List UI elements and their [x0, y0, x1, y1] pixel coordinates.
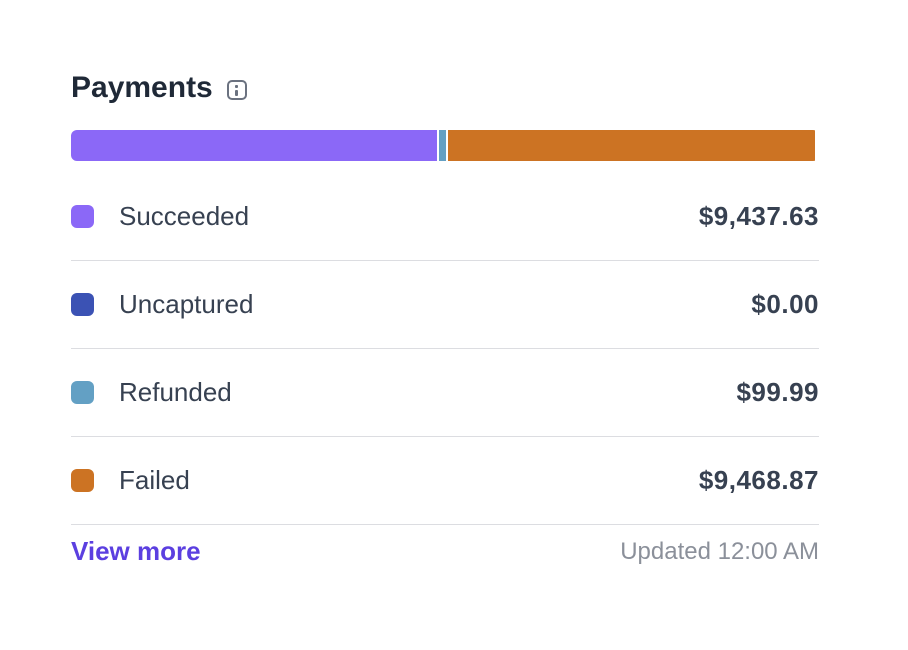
status-row-succeeded[interactable]: Succeeded $9,437.63 — [71, 173, 819, 261]
payments-breakdown-bar — [71, 130, 819, 161]
status-color-swatch — [71, 205, 94, 228]
payments-status-list: Succeeded $9,437.63 Uncaptured $0.00 Ref… — [71, 173, 819, 525]
status-label: Succeeded — [119, 201, 250, 231]
info-icon[interactable] — [226, 80, 247, 100]
status-label: Uncaptured — [119, 289, 254, 319]
status-amount: $9,437.63 — [698, 201, 819, 231]
bar-segment-succeeded[interactable] — [71, 130, 438, 161]
bar-segment-refunded[interactable] — [439, 130, 446, 161]
status-color-swatch — [71, 293, 94, 316]
status-row-failed[interactable]: Failed $9,468.87 — [71, 437, 819, 525]
status-amount: $99.99 — [736, 377, 819, 407]
card-footer: View more Updated 12:00 AM — [71, 536, 819, 567]
status-label: Refunded — [119, 377, 232, 407]
status-color-swatch — [71, 381, 94, 404]
bar-segment-failed[interactable] — [447, 130, 815, 161]
status-label: Failed — [119, 465, 190, 495]
view-more-link[interactable]: View more — [71, 536, 201, 566]
status-row-uncaptured[interactable]: Uncaptured $0.00 — [71, 261, 819, 349]
status-color-swatch — [71, 469, 94, 492]
card-title: Payments — [71, 71, 213, 104]
updated-timestamp: Updated 12:00 AM — [620, 537, 819, 565]
status-amount: $9,468.87 — [698, 465, 819, 495]
status-amount: $0.00 — [751, 289, 819, 319]
status-row-refunded[interactable]: Refunded $99.99 — [71, 349, 819, 437]
card-header: Payments — [71, 68, 247, 108]
